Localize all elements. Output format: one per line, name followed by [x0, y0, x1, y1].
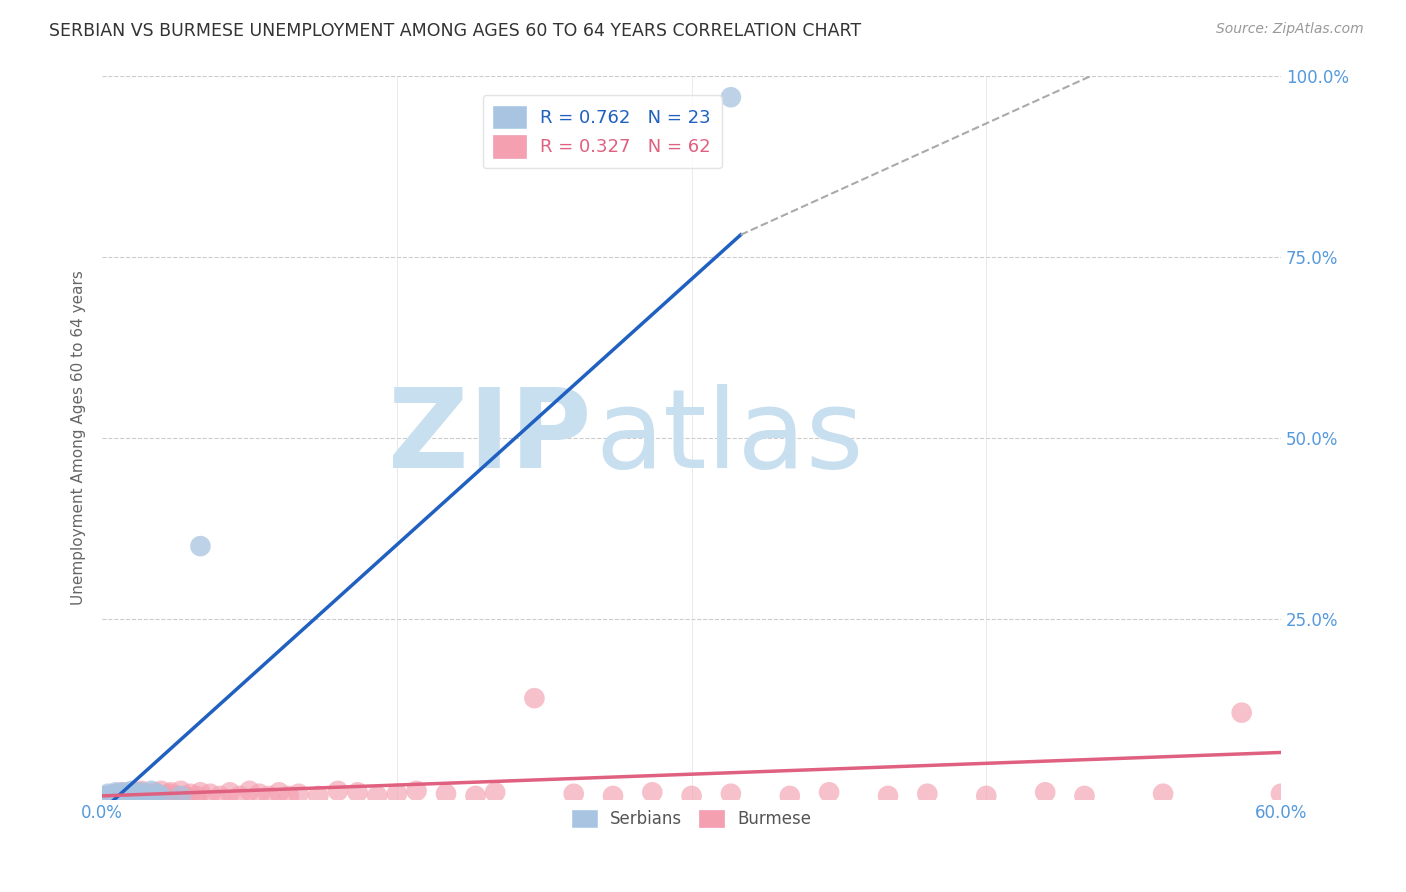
Point	[173, 789, 195, 803]
Text: SERBIAN VS BURMESE UNEMPLOYMENT AMONG AGES 60 TO 64 YEARS CORRELATION CHART: SERBIAN VS BURMESE UNEMPLOYMENT AMONG AG…	[49, 22, 862, 40]
Point	[111, 785, 134, 799]
Point	[1152, 787, 1174, 801]
Point	[257, 789, 280, 803]
Point	[1073, 789, 1095, 803]
Point	[1270, 787, 1292, 801]
Point	[166, 789, 188, 803]
Point	[238, 784, 260, 798]
Point	[146, 787, 169, 801]
Point	[602, 789, 624, 803]
Text: Source: ZipAtlas.com: Source: ZipAtlas.com	[1216, 22, 1364, 37]
Point	[346, 785, 368, 799]
Point	[326, 784, 349, 798]
Point	[108, 787, 131, 801]
Point	[150, 789, 173, 803]
Point	[134, 789, 156, 803]
Point	[114, 789, 136, 803]
Point	[267, 785, 290, 799]
Point	[434, 787, 457, 801]
Point	[103, 789, 125, 803]
Point	[720, 90, 742, 104]
Point	[153, 789, 176, 803]
Point	[209, 789, 232, 803]
Point	[94, 789, 117, 803]
Y-axis label: Unemployment Among Ages 60 to 64 years: Unemployment Among Ages 60 to 64 years	[72, 270, 86, 605]
Point	[146, 789, 169, 803]
Point	[405, 784, 427, 798]
Text: atlas: atlas	[595, 384, 863, 491]
Point	[287, 787, 309, 801]
Point	[127, 785, 149, 799]
Point	[131, 785, 153, 799]
Point	[150, 784, 173, 798]
Point	[720, 787, 742, 801]
Point	[484, 785, 506, 799]
Point	[112, 785, 135, 799]
Point	[200, 787, 222, 801]
Point	[97, 789, 120, 803]
Point	[681, 789, 703, 803]
Point	[190, 785, 212, 799]
Point	[307, 789, 329, 803]
Point	[180, 787, 202, 801]
Point	[121, 787, 143, 801]
Point	[124, 789, 146, 803]
Point	[523, 691, 546, 706]
Text: ZIP: ZIP	[388, 384, 592, 491]
Point	[190, 539, 212, 553]
Point	[117, 787, 139, 801]
Point	[104, 785, 127, 799]
Point	[104, 787, 127, 801]
Point	[138, 787, 160, 801]
Point	[94, 789, 117, 803]
Point	[97, 787, 120, 801]
Point	[385, 787, 408, 801]
Point	[118, 789, 141, 803]
Point	[157, 787, 180, 801]
Legend: Serbians, Burmese: Serbians, Burmese	[565, 803, 818, 835]
Point	[170, 784, 193, 798]
Point	[186, 789, 208, 803]
Point	[101, 789, 124, 803]
Point	[779, 789, 801, 803]
Point	[464, 789, 486, 803]
Point	[131, 784, 153, 798]
Point	[917, 787, 939, 801]
Point	[877, 789, 900, 803]
Point	[170, 789, 193, 803]
Point	[134, 789, 156, 803]
Point	[127, 787, 149, 801]
Point	[562, 787, 585, 801]
Point	[122, 789, 145, 803]
Point	[108, 789, 131, 803]
Point	[111, 789, 134, 803]
Point	[219, 785, 242, 799]
Point	[160, 785, 183, 799]
Point	[247, 787, 270, 801]
Point	[229, 789, 252, 803]
Point	[818, 785, 841, 799]
Point	[641, 785, 664, 799]
Point	[1033, 785, 1056, 799]
Point	[366, 789, 388, 803]
Point	[107, 789, 129, 803]
Point	[114, 789, 136, 803]
Point	[101, 788, 124, 802]
Point	[143, 785, 166, 799]
Point	[141, 784, 163, 798]
Point	[277, 789, 299, 803]
Point	[974, 789, 997, 803]
Point	[141, 789, 163, 803]
Point	[1230, 706, 1253, 720]
Point	[98, 789, 121, 803]
Point	[121, 784, 143, 798]
